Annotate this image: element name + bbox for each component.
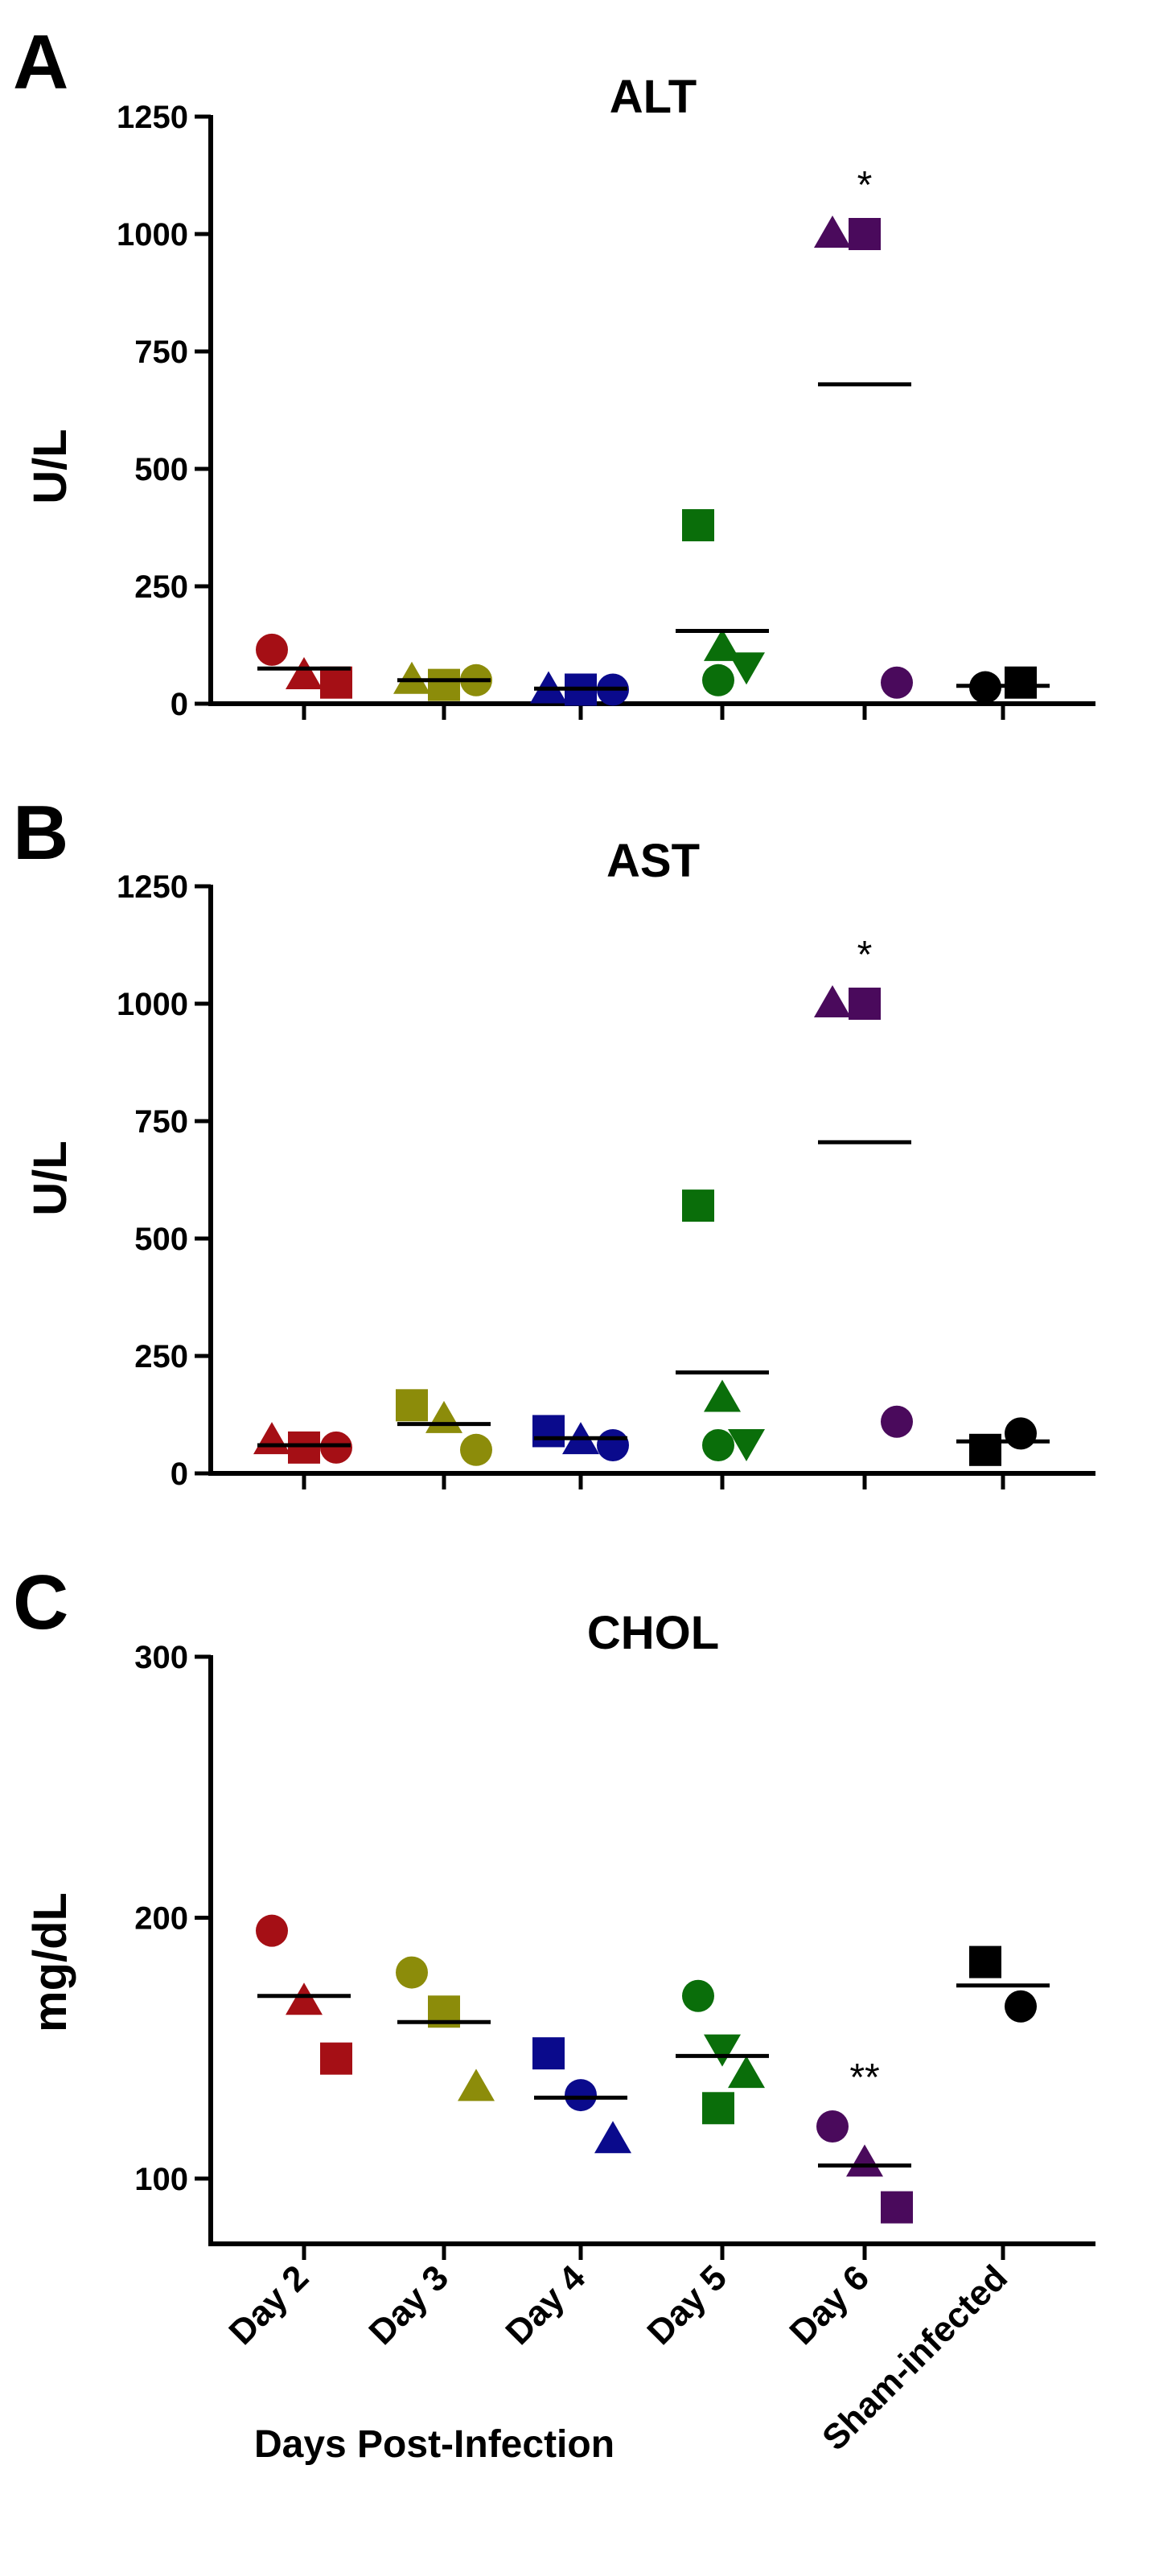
data-point-square [702,2092,734,2125]
data-point-square [320,2042,352,2075]
data-point-square [320,666,352,699]
data-point-circle [702,1428,734,1461]
y-tick-label: 250 [134,569,188,605]
data-point-triangle [393,661,430,694]
data-point-square [396,1389,428,1422]
y-tick-label: 1000 [117,987,188,1022]
x-category-label: Day 4 [498,2258,593,2352]
data-point-triangle [286,1982,323,2015]
data-point-square [682,1189,714,1222]
y-axis-label-c: mg/dL [24,1892,76,2032]
data-point-circle [256,633,288,666]
data-point-triangle [846,2144,883,2177]
x-category-label: Day 5 [639,2258,734,2352]
significance-marker: ** [849,2056,879,2099]
x-category-label: Day 3 [361,2258,456,2352]
x-category-label: Day 6 [782,2258,877,2352]
data-point-triangle [814,985,851,1017]
data-point-square [532,2037,565,2070]
plot-area-b: 0 250 500 750 1000 1250 * [117,869,1095,1492]
data-point-circle [597,1428,629,1461]
y-tick-label: 100 [134,2162,188,2197]
data-point-circle [1005,1417,1037,1450]
data-point-circle [320,1431,352,1464]
data-point-triangle [728,2056,765,2089]
panel-letter-c: C [13,1559,68,1645]
y-tick-label: 750 [134,1104,188,1140]
y-tick-label: 500 [134,1222,188,1257]
y-tick-label: 200 [134,1900,188,1936]
data-point-triangle [286,656,323,689]
data-point-triangle [814,216,851,248]
data-point-triangle [594,2121,631,2154]
y-tick-label: 500 [134,452,188,487]
data-point-circle [565,2079,597,2112]
data-point-square [288,1431,320,1464]
data-point-square [881,2191,913,2224]
panel-c: C CHOL mg/dL 100 200 300 ** Day 2 Day 3 Day 4 D… [13,1559,1095,2466]
y-tick-label: 750 [134,335,188,370]
panel-title-c: CHOL [587,1607,719,1659]
data-point-circle [682,1979,714,2012]
data-point-square [849,988,881,1020]
data-point-circle [396,1956,428,1989]
y-tick-label: 1250 [117,869,188,905]
data-point-circle [816,2110,849,2143]
y-tick-label: 1250 [117,100,188,135]
data-point-circle [1005,1990,1037,2023]
panel-a: A ALT U/L 0 250 500 750 1000 1250 * [13,19,1095,722]
data-point-square [428,668,460,701]
panel-letter-a: A [13,19,68,105]
x-axis-label: Days Post-Infection [254,2423,614,2466]
data-point-triangle-down [728,652,765,685]
y-axis-label-a: U/L [24,429,76,503]
data-point-circle [256,1914,288,1947]
data-point-circle [460,1433,492,1466]
significance-marker: * [857,164,873,207]
panel-b: B AST U/L 0 250 500 750 1000 1250 * [13,790,1095,1492]
data-point-square [969,1945,1001,1978]
y-tick-label: 250 [134,1339,188,1374]
significance-marker: * [857,934,873,976]
y-tick-label: 1000 [117,217,188,253]
data-point-triangle-down [704,2034,741,2067]
y-tick-label: 0 [171,687,188,722]
panel-title-b: AST [606,835,700,887]
data-point-square [1005,666,1037,699]
data-point-square [532,1415,565,1448]
x-category-label: Day 2 [221,2258,316,2352]
data-point-triangle [425,1400,462,1433]
data-point-square [969,1433,1001,1466]
data-point-triangle [253,1422,290,1455]
data-point-square [682,509,714,542]
y-tick-label: 300 [134,1640,188,1675]
plot-area-a: 0 250 500 750 1000 1250 * [117,100,1095,722]
data-point-circle [881,666,913,699]
data-point-triangle [704,1379,741,1412]
data-point-circle [702,664,734,696]
data-point-triangle [458,2069,495,2101]
data-point-triangle-down [728,1429,765,1462]
panel-letter-b: B [13,790,68,876]
data-point-circle [881,1405,913,1438]
y-tick-label: 0 [171,1456,188,1492]
panel-title-a: ALT [610,71,697,123]
data-point-square [849,218,881,250]
y-axis-label-b: U/L [24,1140,76,1215]
